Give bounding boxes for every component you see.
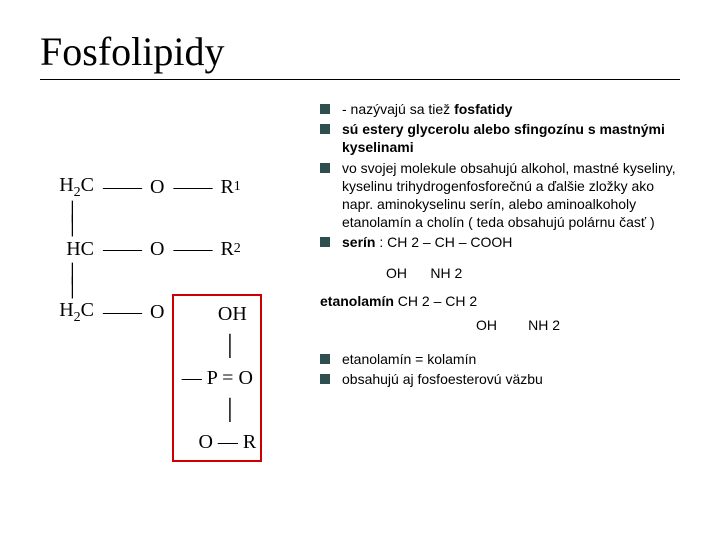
- content-area: H2C —— O —— R1 │ │ HC —— O —— R2 │ │: [40, 100, 680, 462]
- structure-diagram: H2C —— O —— R1 │ │ HC —— O —— R2 │ │: [40, 100, 300, 462]
- title-underline: [40, 79, 680, 80]
- slide-title: Fosfolipidy: [40, 28, 680, 75]
- phosphate-box: OH │ — P = O │ O — R: [172, 294, 262, 462]
- bullet-item: vo svojej molekule obsahujú alkohol, mas…: [320, 159, 680, 232]
- bullet-list-1: - nazývajú sa tiež fosfatidy sú estery g…: [320, 100, 680, 252]
- bullet-item: sú estery glycerolu alebo sfingozínu s m…: [320, 120, 680, 156]
- serine-labels: OH NH 2: [342, 264, 680, 284]
- ethanolamine-line: etanolamín CH 2 – CH 2: [320, 292, 680, 310]
- bullet-item: obsahujú aj fosfoesterovú väzbu: [320, 370, 680, 388]
- bullet-list-2: etanolamín = kolamín obsahujú aj fosfoes…: [320, 350, 680, 388]
- ethanolamine-labels: OH NH 2: [342, 316, 680, 336]
- bullet-item: etanolamín = kolamín: [320, 350, 680, 368]
- bullet-item: - nazývajú sa tiež fosfatidy: [320, 100, 680, 118]
- bullet-item: serín : CH 2 – CH – COOH: [320, 233, 680, 251]
